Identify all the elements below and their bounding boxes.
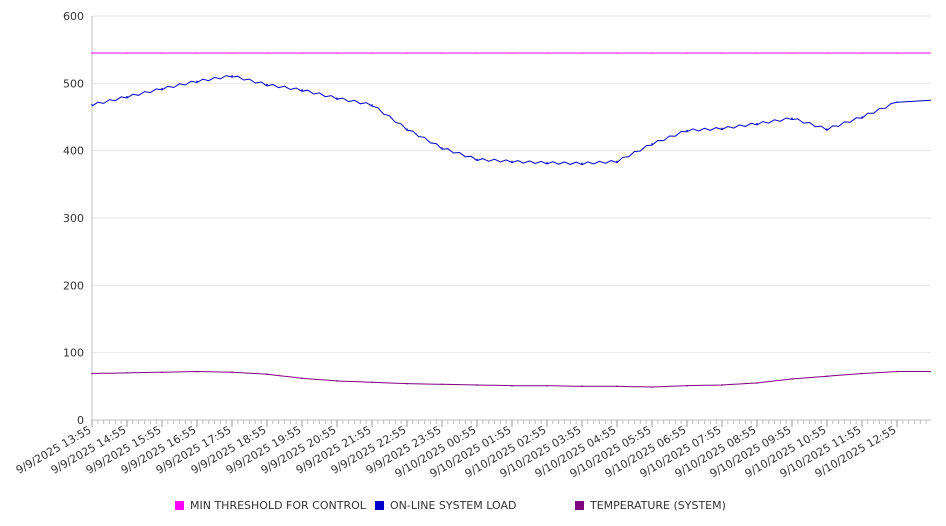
data-point [756, 382, 758, 384]
data-point [196, 52, 198, 54]
data-point [861, 52, 863, 54]
data-point [301, 89, 303, 91]
data-point [791, 52, 793, 54]
data-point [126, 372, 128, 374]
data-point [826, 375, 828, 378]
data-point [616, 385, 618, 388]
legend-swatch [175, 501, 184, 510]
data-point [301, 52, 303, 54]
data-point [266, 52, 268, 54]
data-point [196, 80, 198, 83]
data-point [616, 52, 618, 54]
data-point [91, 104, 93, 106]
series-line-3 [91, 370, 931, 388]
data-point [91, 372, 93, 375]
data-point [721, 127, 723, 130]
legend-label: ON-LINE SYSTEM LOAD [390, 499, 516, 512]
data-point [266, 83, 268, 86]
data-point [231, 371, 233, 373]
data-point [896, 52, 898, 54]
data-point [126, 52, 128, 54]
data-point [91, 52, 93, 54]
data-point [756, 52, 758, 54]
y-tick-label: 0 [77, 414, 84, 427]
data-point [371, 52, 373, 54]
data-point [406, 52, 408, 54]
data-point [476, 384, 478, 386]
data-point [301, 377, 303, 380]
data-point [861, 372, 863, 375]
data-point [161, 87, 163, 90]
data-point [861, 116, 863, 118]
legend-label: TEMPERATURE (SYSTEM) [589, 499, 726, 512]
data-point [476, 52, 478, 54]
data-point [686, 384, 688, 387]
data-point [546, 384, 548, 387]
data-point [266, 373, 268, 376]
data-point [896, 101, 898, 103]
data-point [721, 52, 723, 54]
y-tick-label: 400 [63, 145, 84, 158]
data-point [441, 383, 443, 386]
data-point [196, 370, 198, 373]
data-point [511, 160, 513, 163]
legend-swatch [575, 501, 584, 510]
data-point [651, 52, 653, 54]
y-tick-label: 200 [63, 279, 84, 292]
data-point [546, 161, 548, 164]
legend-swatch [375, 501, 384, 510]
data-point [336, 52, 338, 54]
data-point [406, 382, 408, 385]
data-point [791, 117, 793, 120]
series-line-2 [91, 75, 932, 166]
data-point [231, 52, 233, 54]
data-point [826, 52, 828, 54]
data-point [651, 386, 653, 388]
data-point [476, 158, 478, 161]
data-point [511, 52, 513, 54]
data-point [406, 128, 408, 130]
data-point [791, 378, 793, 380]
data-point [441, 147, 443, 149]
data-point [896, 370, 898, 373]
data-point [686, 129, 688, 132]
data-point [231, 75, 233, 77]
data-point [126, 96, 128, 98]
data-point [686, 52, 688, 54]
y-tick-label: 300 [63, 212, 84, 225]
data-point [371, 381, 373, 384]
data-point [336, 97, 338, 99]
data-point [336, 380, 338, 382]
data-point [161, 52, 163, 54]
data-point [651, 143, 653, 145]
data-point [616, 160, 618, 163]
data-point [581, 385, 583, 388]
data-point [441, 52, 443, 54]
data-point [721, 384, 723, 386]
data-point [161, 371, 163, 373]
y-tick-label: 500 [63, 77, 84, 90]
data-point [371, 104, 373, 106]
y-tick-label: 100 [63, 347, 84, 360]
data-point [581, 52, 583, 54]
data-point [581, 162, 583, 165]
data-point [826, 128, 828, 130]
data-point [511, 384, 513, 387]
legend-label: MIN THRESHOLD FOR CONTROL [190, 499, 367, 512]
data-point [546, 52, 548, 54]
y-tick-label: 600 [63, 10, 84, 23]
data-point [756, 122, 758, 125]
